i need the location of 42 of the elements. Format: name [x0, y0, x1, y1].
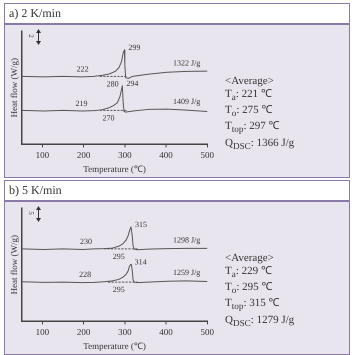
text: T$_{o}$: 295 ℃: [225, 281, 274, 298]
x-axis-title: Temperature (℃): [83, 340, 146, 351]
x-tick-label: 500: [200, 327, 214, 338]
x-tick-label: 400: [159, 327, 174, 338]
annotation: 222: [76, 64, 89, 74]
annotation: 1298 J/g: [172, 235, 200, 244]
x-tick-label: 200: [76, 150, 91, 160]
annotation: 230: [80, 237, 92, 246]
x-tick-label: 400: [159, 150, 174, 160]
annotation: 1259 J/g: [172, 268, 200, 277]
text: T$_{top}$: 297 ℃: [225, 120, 280, 137]
annotation: 295: [112, 252, 125, 262]
y-axis-title: Heat flow (W/g): [8, 234, 19, 294]
annotation: 1409 J/g: [172, 97, 200, 106]
y-axis-title: Heat flow (W/g): [8, 58, 19, 118]
annotation: 228: [79, 270, 92, 280]
text: <Average>: [225, 75, 275, 88]
text: Q$_{DSC}$: 1366 J/g: [225, 136, 294, 153]
x-axis-title: Temperature (℃): [83, 164, 146, 174]
text: T$_{o}$: 275 ℃: [225, 104, 274, 120]
x-tick-label: 300: [118, 150, 132, 160]
chart-title: a) 2 K/min: [5, 4, 349, 25]
annotation: 1322 J/g: [172, 58, 200, 68]
x-tick-label: 300: [118, 327, 132, 338]
annotation: 270: [102, 113, 114, 122]
annotation: 299: [128, 42, 140, 52]
x-tick-label: 100: [36, 327, 50, 338]
x-tick-label: 500: [200, 150, 214, 160]
text: <Average>: [225, 252, 275, 265]
chart-title: b) 5 K/min: [5, 181, 349, 202]
annotation: 315: [135, 220, 148, 229]
text: T$_{a}$: 221 ℃: [225, 88, 273, 104]
annotation: 294: [126, 78, 138, 88]
annotation: 295: [112, 285, 125, 294]
x-tick-label: 100: [36, 150, 50, 160]
text: T$_{top}$: 315 ℃: [225, 297, 280, 314]
text: Q$_{DSC}$: 1279 J/g: [225, 314, 294, 330]
annotation: 280: [106, 79, 119, 88]
annotation: 314: [134, 258, 147, 267]
annotation: 219: [75, 98, 88, 108]
x-tick-label: 200: [76, 327, 91, 338]
text: T$_{a}$: 229 ℃: [225, 265, 273, 282]
